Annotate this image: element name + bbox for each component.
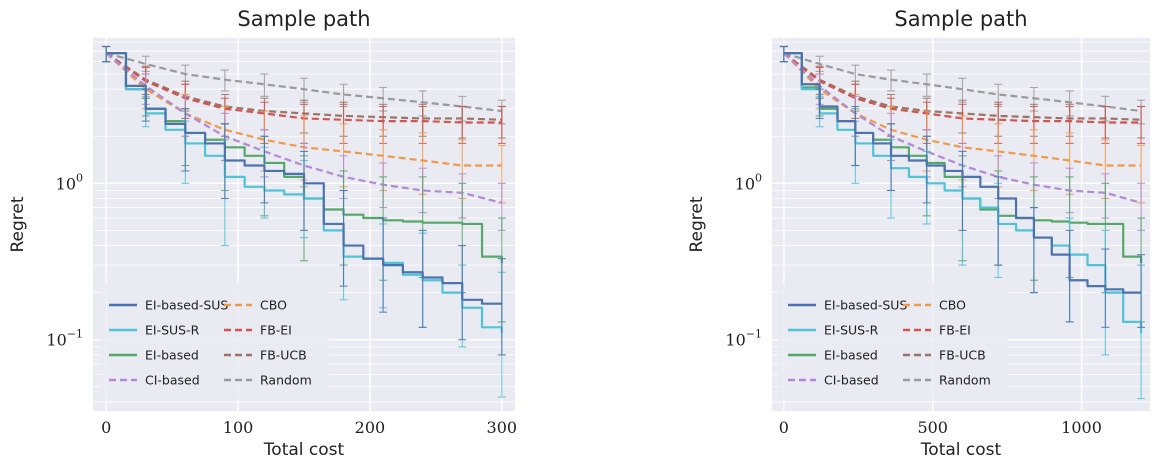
error-bar bbox=[497, 105, 506, 144]
error-bar bbox=[922, 135, 931, 204]
y-tick-label: 100 bbox=[56, 171, 83, 193]
series-line-ei-based-sus bbox=[783, 52, 1142, 294]
x-tick-label: 200 bbox=[355, 418, 386, 437]
legend-item: EI-based-SUS bbox=[109, 298, 228, 313]
legend-label: EI-based-SUS bbox=[145, 298, 228, 313]
error-bar bbox=[181, 108, 190, 172]
chart-title: Sample path bbox=[237, 7, 370, 31]
x-tick-label: 300 bbox=[487, 418, 518, 437]
legend-label: CBO bbox=[260, 298, 287, 313]
legend-label: EI-SUS-R bbox=[824, 323, 879, 338]
legend-item: EI-based-SUS bbox=[788, 298, 907, 313]
error-bar bbox=[958, 150, 967, 231]
y-tick-label: 100 bbox=[735, 171, 762, 193]
x-tick-label: 1000 bbox=[1061, 418, 1102, 437]
error-bar bbox=[1137, 254, 1146, 328]
series-area bbox=[779, 45, 1146, 400]
x-tick-label: 0 bbox=[101, 418, 111, 437]
error-bar bbox=[497, 258, 506, 356]
series-line-ci-based bbox=[105, 52, 503, 204]
series-ei-based-sus bbox=[779, 45, 1146, 328]
y-axis-label: Regret bbox=[8, 196, 28, 252]
legend-item: FB-EI bbox=[224, 323, 292, 338]
legend: EI-based-SUS EI-SUS-R EI-based CI-based CBO F… bbox=[778, 283, 1008, 401]
y-tick-label: 10−1 bbox=[725, 328, 762, 350]
error-bar bbox=[260, 73, 269, 97]
error-bar bbox=[418, 229, 427, 328]
legend-label: Random bbox=[939, 373, 991, 388]
legend-label: Random bbox=[260, 373, 312, 388]
x-axis-label: Total cost bbox=[920, 440, 1002, 460]
legend-label: FB-UCB bbox=[939, 348, 986, 363]
legend-item: CBO bbox=[224, 298, 287, 313]
legend-item: CI-based bbox=[788, 373, 879, 388]
series-line-random bbox=[783, 52, 1142, 113]
legend: EI-based-SUS EI-SUS-R EI-based CI-based CBO F… bbox=[99, 283, 329, 401]
chart-title: Sample path bbox=[894, 7, 1027, 31]
x-axis-label: Total cost bbox=[263, 440, 345, 460]
series-line-ei-based-sus bbox=[106, 52, 502, 305]
x-tick-label: 500 bbox=[917, 418, 948, 437]
series-area bbox=[102, 45, 506, 398]
legend-item: FB-UCB bbox=[224, 348, 307, 363]
legend-label: FB-UCB bbox=[260, 348, 307, 363]
legend-label: EI-SUS-R bbox=[145, 323, 200, 338]
y-axis-label: Regret bbox=[687, 196, 707, 252]
legend-label: FB-EI bbox=[260, 323, 292, 338]
error-bar bbox=[300, 150, 308, 231]
x-tick-label: 100 bbox=[223, 418, 254, 437]
error-bar bbox=[1137, 105, 1146, 144]
legend-item: CBO bbox=[903, 298, 966, 313]
legend-item: Random bbox=[903, 373, 991, 388]
x-tick-label: 0 bbox=[779, 418, 789, 437]
legend-label: FB-EI bbox=[939, 323, 971, 338]
legend-item: FB-EI bbox=[903, 323, 971, 338]
y-tick-label: 10−1 bbox=[46, 328, 83, 350]
error-bar bbox=[851, 105, 860, 167]
chart-2: 0 500 1000 100 10−1 Sample path Total cost Regr… bbox=[687, 7, 1150, 460]
legend-label: EI-based bbox=[824, 348, 878, 363]
legend-label: CBO bbox=[939, 298, 966, 313]
series-ei-based-sus bbox=[102, 45, 506, 356]
legend-item: EI-based bbox=[109, 348, 199, 363]
series-line-random bbox=[105, 52, 502, 113]
legend-item: EI-SUS-R bbox=[109, 323, 200, 338]
series-line-fb-ei bbox=[783, 52, 1142, 124]
legend-box bbox=[778, 283, 1008, 401]
legend-box bbox=[99, 283, 329, 401]
legend-item: FB-UCB bbox=[903, 348, 986, 363]
chart-1: 0 100 200 300 100 10−1 Sample path Total cost Re… bbox=[8, 7, 517, 460]
error-bar bbox=[887, 123, 896, 192]
legend-label: CI-based bbox=[824, 373, 879, 388]
legend-label: EI-based-SUS bbox=[824, 298, 907, 313]
legend-label: CI-based bbox=[145, 373, 200, 388]
legend-label: EI-based bbox=[145, 348, 199, 363]
legend-item: CI-based bbox=[109, 373, 200, 388]
legend-item: Random bbox=[224, 373, 312, 388]
legend-item: EI-SUS-R bbox=[788, 323, 879, 338]
legend-item: EI-based bbox=[788, 348, 878, 363]
